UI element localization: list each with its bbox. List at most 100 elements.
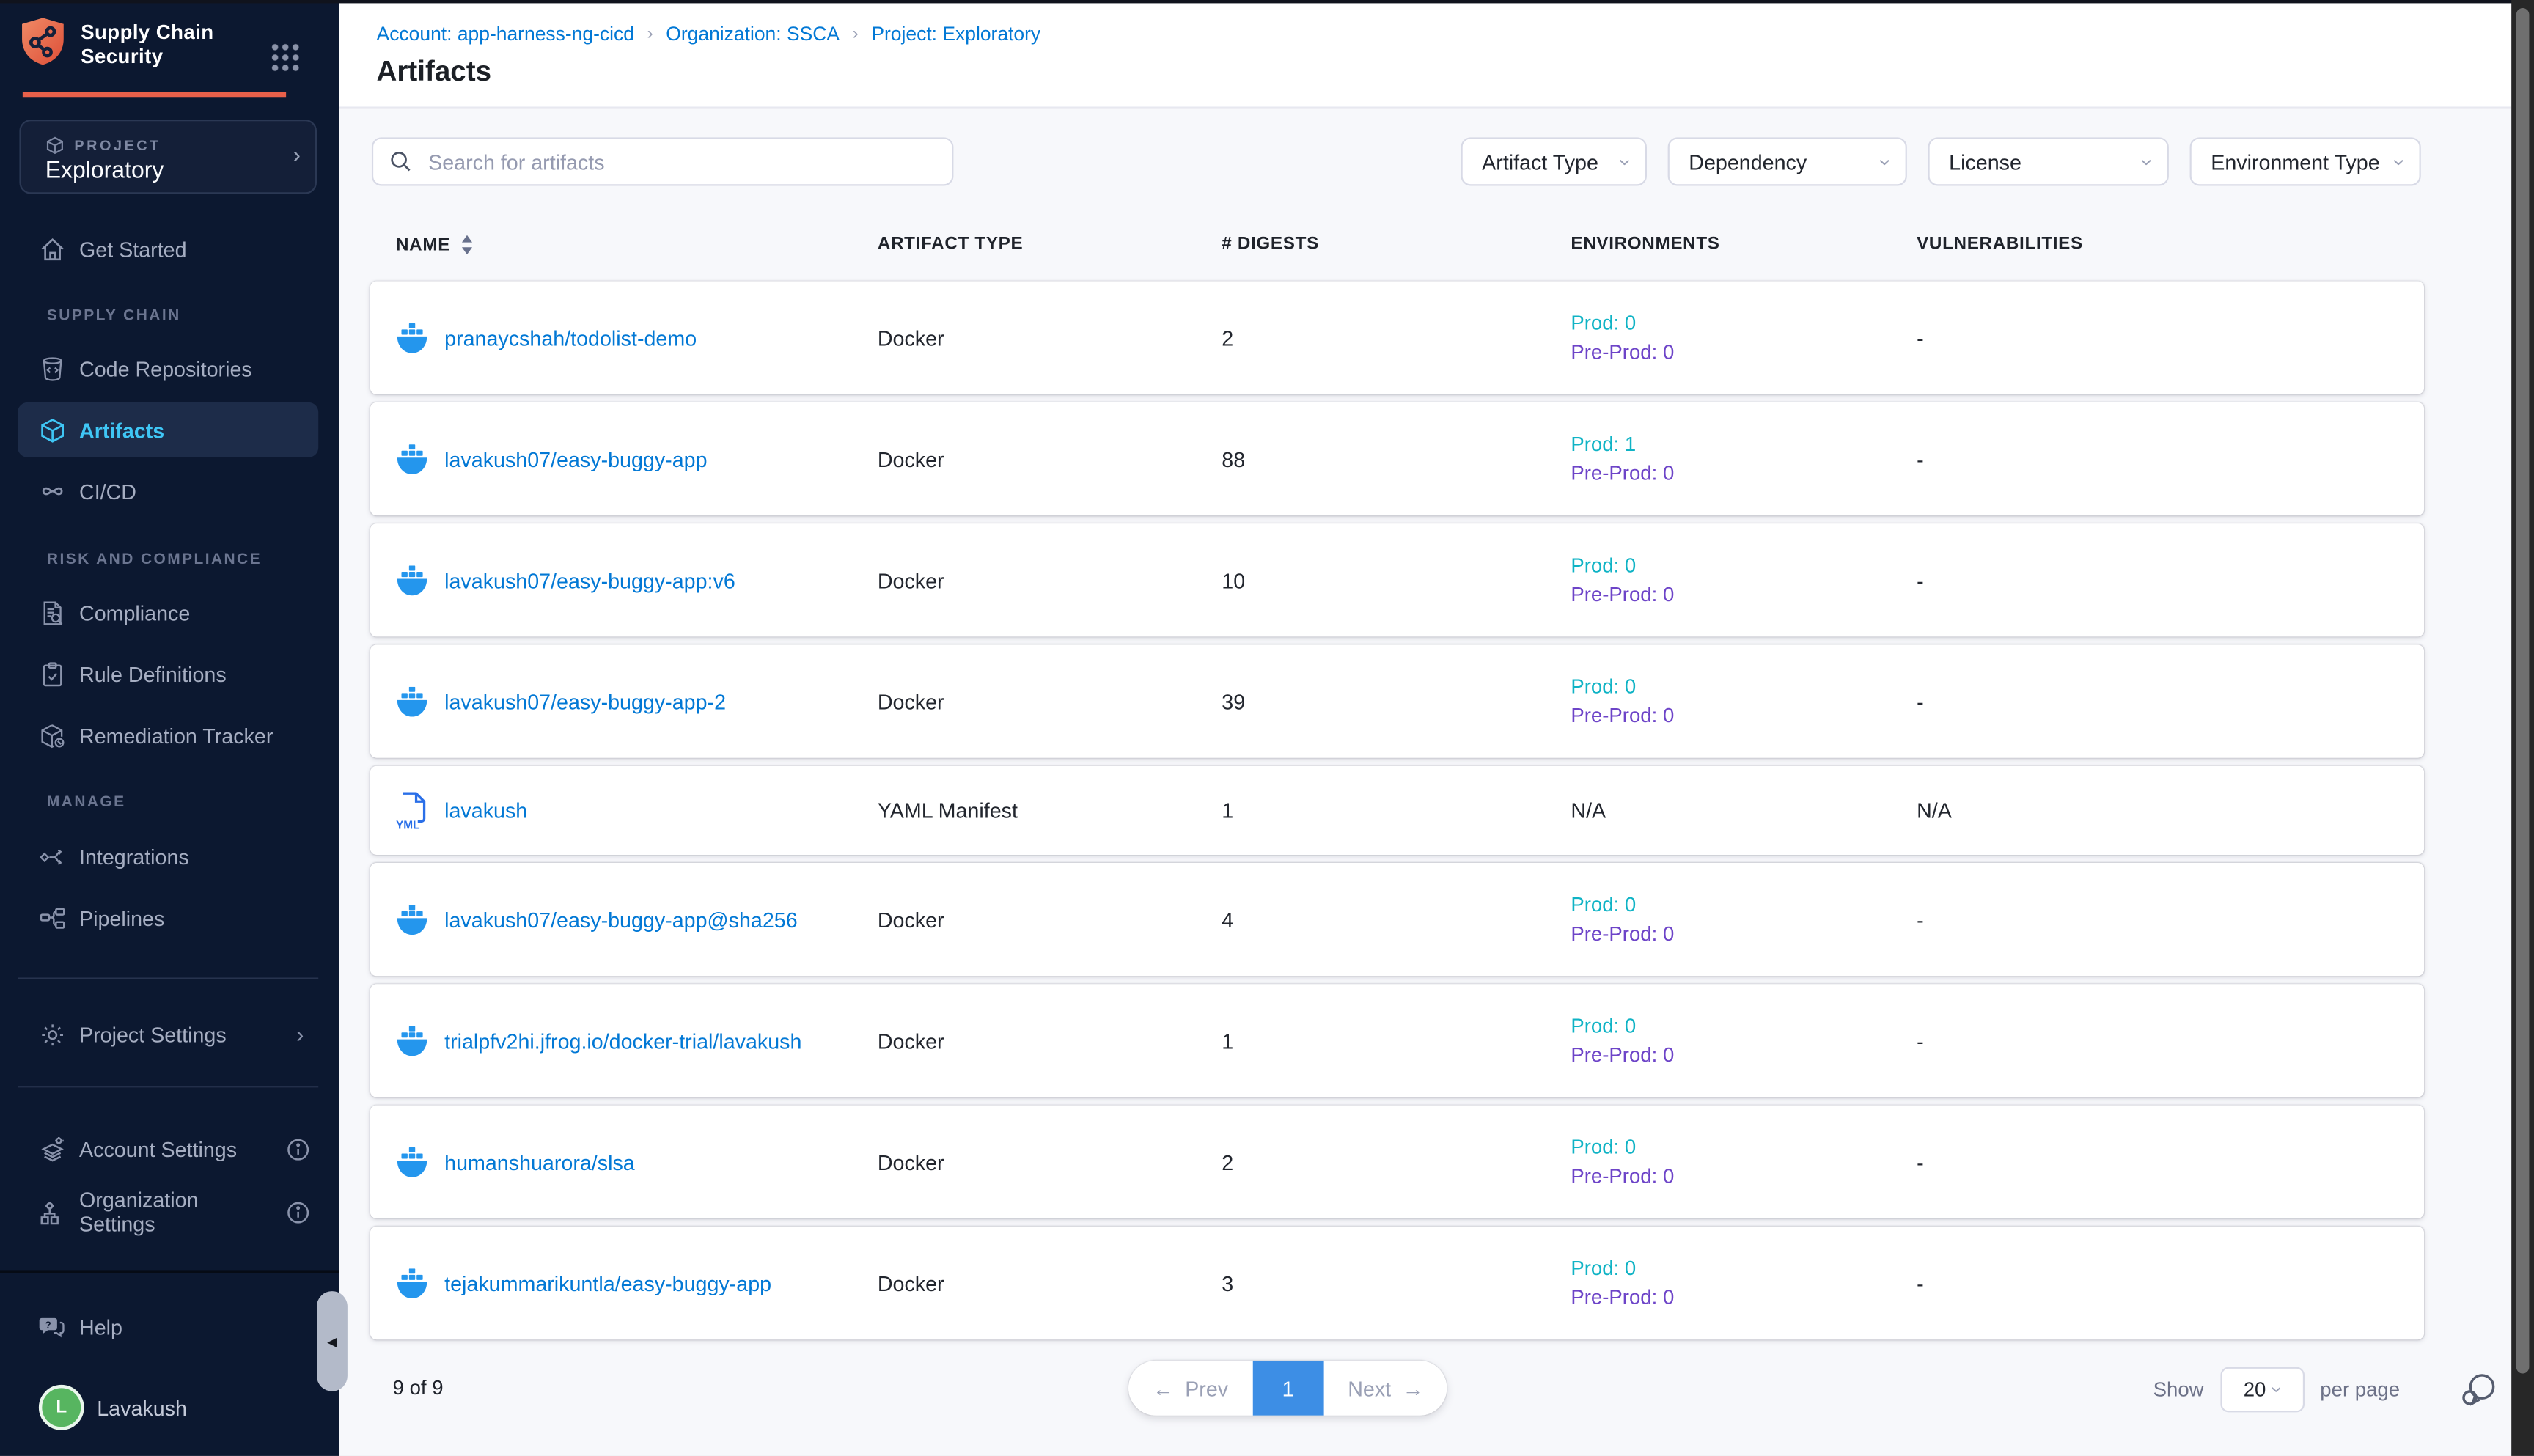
info-icon[interactable] xyxy=(286,1137,310,1161)
artifact-name-link[interactable]: lavakush07/easy-buggy-app@sha256 xyxy=(444,908,798,932)
env-na-value: N/A xyxy=(1571,798,1606,822)
sidebar-item-code-repositories[interactable]: Code Repositories xyxy=(0,344,339,392)
preprod-env-link[interactable]: Pre-Prod: 0 xyxy=(1571,1040,1917,1070)
vulnerabilities-value: - xyxy=(1917,1150,2424,1174)
prod-env-link[interactable]: Prod: 0 xyxy=(1571,1254,1917,1283)
sidebar-item-remediation-tracker[interactable]: Remediation Tracker xyxy=(0,711,339,760)
digest-count: 2 xyxy=(1222,1150,1571,1174)
artifact-name-link[interactable]: lavakush07/easy-buggy-app:v6 xyxy=(444,568,735,592)
gear-icon xyxy=(39,1021,66,1048)
vulnerabilities-value: - xyxy=(1917,1271,2424,1295)
artifact-name-link[interactable]: humanshuarora/slsa xyxy=(444,1150,635,1174)
artifact-name-link[interactable]: tejakummarikuntla/easy-buggy-app xyxy=(444,1271,771,1295)
digest-count: 2 xyxy=(1222,326,1571,350)
sidebar-item-integrations[interactable]: Integrations xyxy=(0,832,339,880)
shield-logo-icon xyxy=(21,16,65,74)
sort-icon[interactable] xyxy=(460,235,473,256)
digest-count: 4 xyxy=(1222,908,1571,932)
user-menu[interactable]: L Lavakush xyxy=(0,1383,339,1432)
breadcrumb: Account: app-harness-ng-cicd › Organizat… xyxy=(377,23,1041,45)
layers-gear-icon xyxy=(39,1135,66,1162)
artifact-name-link[interactable]: trialpfv2hi.jfrog.io/docker-trial/lavaku… xyxy=(444,1029,801,1053)
vertical-scrollbar xyxy=(2511,0,2534,1456)
artifact-name-link[interactable]: lavakush07/easy-buggy-app xyxy=(444,446,707,471)
sidebar-item-artifacts[interactable]: Artifacts xyxy=(18,402,318,457)
digest-count: 10 xyxy=(1222,568,1571,592)
filter-license[interactable]: License› xyxy=(1928,137,2168,185)
sidebar: Supply ChainSecurity PROJECT Exploratory… xyxy=(0,0,339,1456)
artifact-name-link[interactable]: pranaycshah/todolist-demo xyxy=(444,326,697,350)
sidebar-item-pipelines[interactable]: Pipelines xyxy=(0,894,339,942)
prod-env-link[interactable]: Prod: 0 xyxy=(1571,672,1917,702)
artifact-name-link[interactable]: lavakush xyxy=(444,798,527,823)
docker-icon xyxy=(396,323,428,353)
preprod-env-link[interactable]: Pre-Prod: 0 xyxy=(1571,919,1917,949)
preprod-env-link[interactable]: Pre-Prod: 0 xyxy=(1571,459,1917,488)
breadcrumb-organization-link[interactable]: Organization: SSCA xyxy=(666,23,840,45)
prod-env-link[interactable]: Prod: 0 xyxy=(1571,551,1917,581)
app-switcher-grid-icon[interactable] xyxy=(270,42,301,73)
preprod-env-link[interactable]: Pre-Prod: 0 xyxy=(1571,338,1917,367)
sidebar-item-project-settings[interactable]: Project Settings › xyxy=(0,1010,339,1059)
per-page-label: per page xyxy=(2320,1378,2400,1401)
artifact-rows: YML pranaycshah/todolist-demo Docker 2 P… xyxy=(370,282,2424,1340)
section-label-supply-chain: SUPPLY CHAIN xyxy=(47,307,181,325)
app-logo[interactable]: Supply ChainSecurity xyxy=(21,16,214,74)
prod-env-link[interactable]: Prod: 0 xyxy=(1571,1133,1917,1162)
project-selector[interactable]: PROJECT Exploratory › xyxy=(19,120,317,194)
sidebar-item-rule-definitions[interactable]: Rule Definitions xyxy=(0,650,339,698)
search-input[interactable] xyxy=(372,137,953,185)
sidebar-item-account-settings[interactable]: Account Settings xyxy=(0,1125,339,1173)
info-icon[interactable] xyxy=(286,1200,310,1224)
sidebar-item-get-started[interactable]: Get Started xyxy=(0,224,339,273)
digest-count: 1 xyxy=(1222,798,1571,823)
page-number-button[interactable]: 1 xyxy=(1252,1361,1323,1416)
support-chat-icon[interactable] xyxy=(2458,1370,2498,1411)
next-page-button[interactable]: Next → xyxy=(1323,1361,1447,1416)
row-count: 9 of 9 xyxy=(393,1377,444,1400)
breadcrumb-project-link[interactable]: Project: Exploratory xyxy=(871,23,1040,45)
breadcrumb-account-link[interactable]: Account: app-harness-ng-cicd xyxy=(377,23,634,45)
docker-icon xyxy=(396,1268,428,1298)
filter-environment-type[interactable]: Environment Type› xyxy=(2190,137,2421,185)
chevron-down-icon: › xyxy=(1873,158,1898,166)
column-header-environments: ENVIRONMENTS xyxy=(1571,235,1917,256)
filter-artifact-type[interactable]: Artifact Type› xyxy=(1461,137,1647,185)
page-title: Artifacts xyxy=(377,55,491,89)
table-header: NAME ARTIFACT TYPE # DIGESTS ENVIRONMENT… xyxy=(370,235,2424,256)
prod-env-link[interactable]: Prod: 0 xyxy=(1571,309,1917,338)
preprod-env-link[interactable]: Pre-Prod: 0 xyxy=(1571,702,1917,731)
chevron-down-icon: › xyxy=(2266,1386,2288,1393)
scrollbar-thumb[interactable] xyxy=(2516,8,2530,1373)
sidebar-collapse-handle[interactable]: ◀ xyxy=(317,1291,348,1391)
sidebar-item-cicd[interactable]: CI/CD xyxy=(0,467,339,515)
preprod-env-link[interactable]: Pre-Prod: 0 xyxy=(1571,1283,1917,1312)
prod-env-link[interactable]: Prod: 0 xyxy=(1571,890,1917,919)
preprod-env-link[interactable]: Pre-Prod: 0 xyxy=(1571,580,1917,609)
chevron-right-icon: › xyxy=(293,142,301,169)
docker-icon xyxy=(396,904,428,935)
sidebar-item-compliance[interactable]: Compliance xyxy=(0,588,339,636)
cube-icon xyxy=(39,416,66,444)
artifact-name-link[interactable]: lavakush07/easy-buggy-app-2 xyxy=(444,689,726,713)
preprod-env-link[interactable]: Pre-Prod: 0 xyxy=(1571,1162,1917,1191)
app-title: Supply ChainSecurity xyxy=(81,21,213,70)
sidebar-divider xyxy=(18,1086,318,1087)
artifact-type-value: Docker xyxy=(878,326,1222,350)
page-size-select[interactable]: 20 › xyxy=(2220,1367,2305,1413)
chevron-right-icon: › xyxy=(296,1021,304,1047)
chevron-down-icon: › xyxy=(2135,158,2159,166)
chevron-right-icon: › xyxy=(647,24,653,43)
filter-dependency[interactable]: Dependency› xyxy=(1668,137,1907,185)
infinity-icon xyxy=(39,477,66,504)
prod-env-link[interactable]: Prod: 1 xyxy=(1571,430,1917,459)
table-row: YML lavakush YAML Manifest 1 N/A N/A xyxy=(370,766,2424,855)
table-row: YML lavakush07/easy-buggy-app Docker 88 … xyxy=(370,402,2424,515)
table-row: YML humanshuarora/slsa Docker 2 Prod: 0 … xyxy=(370,1106,2424,1218)
sidebar-item-organization-settings[interactable]: Organization Settings xyxy=(0,1188,339,1236)
prev-page-button[interactable]: ← Prev xyxy=(1128,1361,1252,1416)
table-row: YML lavakush07/easy-buggy-app@sha256 Doc… xyxy=(370,863,2424,976)
sidebar-divider xyxy=(18,977,318,979)
prod-env-link[interactable]: Prod: 0 xyxy=(1571,1012,1917,1041)
sidebar-item-help[interactable]: ? Help xyxy=(0,1303,339,1351)
